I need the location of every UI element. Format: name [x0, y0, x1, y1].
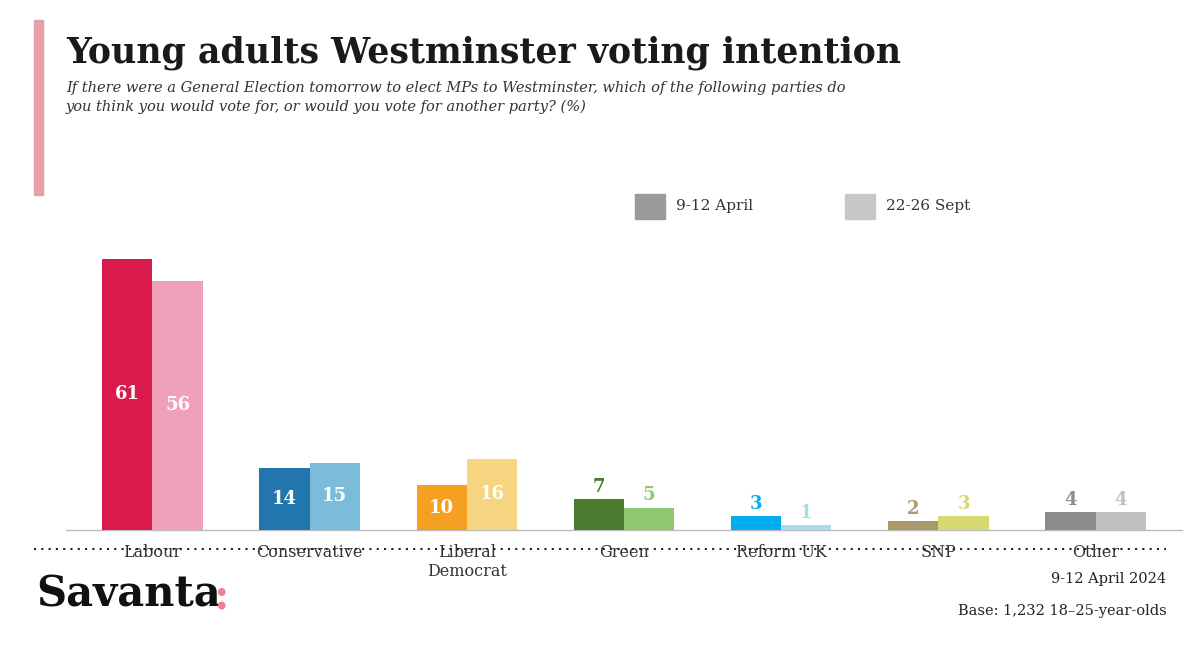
Bar [1096, 512, 1146, 530]
Text: 3: 3 [750, 495, 762, 514]
Bar [574, 499, 624, 530]
Bar [731, 516, 781, 530]
Text: 61: 61 [115, 385, 140, 403]
Bar [624, 508, 674, 530]
Text: 7: 7 [593, 478, 605, 495]
Text: 22-26 Sept: 22-26 Sept [886, 200, 971, 213]
Bar [152, 281, 203, 530]
Text: 56: 56 [166, 396, 190, 414]
Text: 9-12 April: 9-12 April [677, 200, 754, 213]
Text: 10: 10 [430, 499, 455, 517]
Bar [416, 486, 467, 530]
Text: Savanta: Savanta [36, 574, 221, 616]
Text: 4: 4 [1064, 491, 1076, 509]
Text: 9-12 April 2024: 9-12 April 2024 [1051, 571, 1166, 586]
Bar [1045, 512, 1096, 530]
Bar [888, 521, 938, 530]
Text: 16: 16 [480, 485, 504, 503]
Text: If there were a General Election tomorrow to elect MPs to Westminster, which of : If there were a General Election tomorro… [66, 81, 846, 114]
Text: 4: 4 [1115, 491, 1127, 509]
Bar [310, 463, 360, 530]
Bar [102, 259, 152, 530]
Text: 2: 2 [907, 500, 919, 518]
Bar [259, 467, 310, 530]
Bar [938, 516, 989, 530]
Text: 5: 5 [643, 486, 655, 504]
Bar [781, 525, 832, 530]
Text: 14: 14 [272, 489, 296, 508]
Bar [845, 194, 875, 219]
Bar [635, 194, 665, 219]
Text: 1: 1 [800, 504, 812, 522]
Text: 15: 15 [323, 488, 347, 506]
Text: Base: 1,232 18–25-year-olds: Base: 1,232 18–25-year-olds [958, 604, 1166, 618]
Text: 3: 3 [958, 495, 970, 514]
Text: Young adults Westminster voting intention: Young adults Westminster voting intentio… [66, 36, 901, 70]
Text: :: : [214, 576, 229, 618]
Bar [467, 459, 517, 530]
